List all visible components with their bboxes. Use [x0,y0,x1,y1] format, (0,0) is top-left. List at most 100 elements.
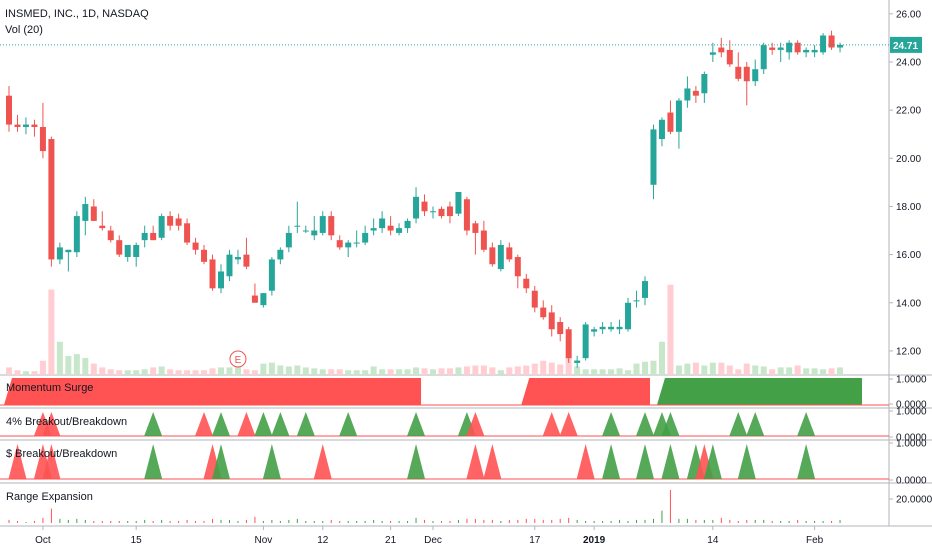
volume-bar [328,369,335,375]
volume-bar [251,370,258,375]
volume-bar [268,362,275,375]
candle [726,40,733,67]
volume-bar [811,368,818,375]
candle [506,242,513,262]
candle-body [421,201,428,212]
candle [430,206,436,219]
volume-bar [396,369,403,375]
candle [345,240,352,258]
candle-body [201,249,208,262]
volume-bar [709,362,716,375]
candle [769,42,776,55]
candle-body [769,47,776,50]
signal-triangle [797,444,816,479]
signal-triangle [466,412,485,436]
candle [633,290,640,308]
candle-body [294,225,301,227]
volume-bar [107,369,114,375]
candle-body [251,295,258,303]
volume-bar [820,369,827,375]
candle-body [22,124,29,127]
signal-triangle [737,444,756,479]
volume-bar [684,363,691,375]
volume-bar [667,284,674,375]
volume-legend[interactable]: Vol (20) [5,24,43,36]
volume-bar [718,362,725,375]
candle-body [692,90,699,96]
signal-triangle [746,412,765,436]
candle-body [667,112,674,132]
candle-body [99,225,106,229]
candle [701,71,708,103]
volume-bar [201,370,208,375]
candle [828,30,835,50]
candle-body [582,324,589,359]
volume-bar [243,369,250,375]
volume-bar [167,369,174,375]
volume-bar [133,370,140,375]
volume-bar [260,363,267,375]
time-tick-label: Feb [806,535,824,546]
volume-bar [141,369,148,375]
candle [353,230,360,248]
candle-body [472,223,479,233]
candle [523,273,530,294]
candle [752,59,759,87]
candle-body [820,35,827,53]
last-price-tag[interactable] [890,36,922,53]
signal-triangle [636,444,654,479]
momentum-segment [521,378,650,405]
volume-bar [430,369,436,375]
candle [616,319,623,335]
price-tick-label: 26.00 [896,9,921,20]
candle-body [625,302,632,330]
price-tick-label: 24.00 [896,57,921,68]
momentum-surge-label[interactable]: Momentum Surge [6,382,94,394]
candle-body [650,129,657,185]
volume-bar [794,365,801,375]
candle [302,225,309,233]
candle [56,242,63,265]
signal-triangle [559,412,578,436]
candle [811,45,818,58]
volume-bar [608,369,615,375]
candle-body [379,218,386,229]
earnings-circle[interactable] [229,350,247,368]
pct-breakout-label[interactable]: 4% Breakout/Breakdown [6,416,128,428]
volume-bar [489,367,496,375]
symbol-title[interactable]: INSMED, INC., 1D, NASDAQ [5,8,149,20]
price-tick-label: 18.00 [896,202,921,213]
volume-bar [692,362,699,375]
volume-bar [760,366,767,375]
signal-triangle [254,412,273,436]
candle [421,194,428,217]
candle [175,213,182,231]
time-axis[interactable]: Oct 15 Nov 12 21 Dec 17 2019 14 Feb [35,526,824,546]
indicator-tick-label: 0.0000 [896,400,927,411]
candle [39,102,46,159]
indicator-panes [0,378,889,523]
candle [370,218,377,236]
signal-triangle [144,412,163,436]
signal-triangle [144,444,163,479]
candle [684,76,691,108]
range-expansion-label[interactable]: Range Expansion [6,491,93,503]
candle-body [591,329,598,332]
candle [463,196,470,236]
dollar-breakout-label[interactable]: $ Breakout/Breakdown [6,448,118,460]
candle-body [226,254,233,277]
volume-bar [769,369,776,375]
volume-bar [294,365,301,375]
earnings-marker[interactable]: E [229,350,247,368]
price-axis[interactable]: 26.00 24.00 22.00 20.00 18.00 16.00 14.00 12.00… [0,9,932,506]
candle [413,187,420,224]
candle-body [328,216,335,236]
signal-triangle [339,412,358,436]
volume-bars [6,284,844,375]
volume-bar [209,368,216,375]
candle-body [370,228,377,231]
signal-triangle [262,444,281,479]
candle [311,216,318,241]
candle-body [633,300,640,302]
